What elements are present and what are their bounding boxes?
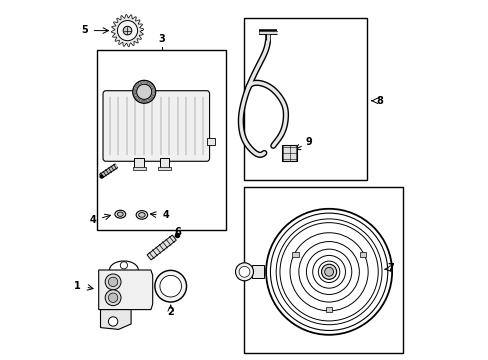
Circle shape <box>132 80 155 103</box>
Circle shape <box>321 264 336 279</box>
Circle shape <box>160 275 181 297</box>
Circle shape <box>108 293 118 302</box>
Circle shape <box>155 270 186 302</box>
Ellipse shape <box>139 212 145 217</box>
Ellipse shape <box>115 210 125 218</box>
Circle shape <box>239 266 249 277</box>
Circle shape <box>108 277 118 287</box>
Bar <box>292 252 298 257</box>
Polygon shape <box>101 310 131 329</box>
Circle shape <box>324 267 333 276</box>
Bar <box>251 265 264 278</box>
Bar <box>244 187 402 353</box>
Circle shape <box>105 274 121 290</box>
Polygon shape <box>99 270 152 310</box>
Bar <box>206 138 214 145</box>
Text: 7: 7 <box>386 263 393 273</box>
Text: 4: 4 <box>89 215 96 225</box>
Circle shape <box>117 21 137 41</box>
Circle shape <box>137 84 151 99</box>
Text: 9: 9 <box>305 137 312 147</box>
Polygon shape <box>111 14 143 47</box>
Text: 3: 3 <box>158 34 165 44</box>
Bar <box>359 252 366 257</box>
Bar <box>244 18 366 180</box>
Text: 2: 2 <box>167 307 174 318</box>
Bar <box>132 167 145 170</box>
Ellipse shape <box>136 211 147 219</box>
Circle shape <box>123 26 132 35</box>
Text: 8: 8 <box>375 96 382 106</box>
Circle shape <box>235 263 253 281</box>
Polygon shape <box>147 235 176 260</box>
Ellipse shape <box>117 212 123 216</box>
Bar <box>281 145 297 161</box>
Text: 6: 6 <box>174 227 181 237</box>
Bar <box>160 158 169 169</box>
Bar <box>325 307 332 312</box>
Text: 1: 1 <box>74 281 81 291</box>
Bar <box>158 167 170 170</box>
Text: 4: 4 <box>162 210 169 220</box>
Text: 5: 5 <box>81 25 87 35</box>
Circle shape <box>105 290 121 306</box>
Circle shape <box>108 317 118 326</box>
FancyBboxPatch shape <box>103 91 209 161</box>
Bar <box>134 158 143 169</box>
Bar <box>97 50 226 230</box>
